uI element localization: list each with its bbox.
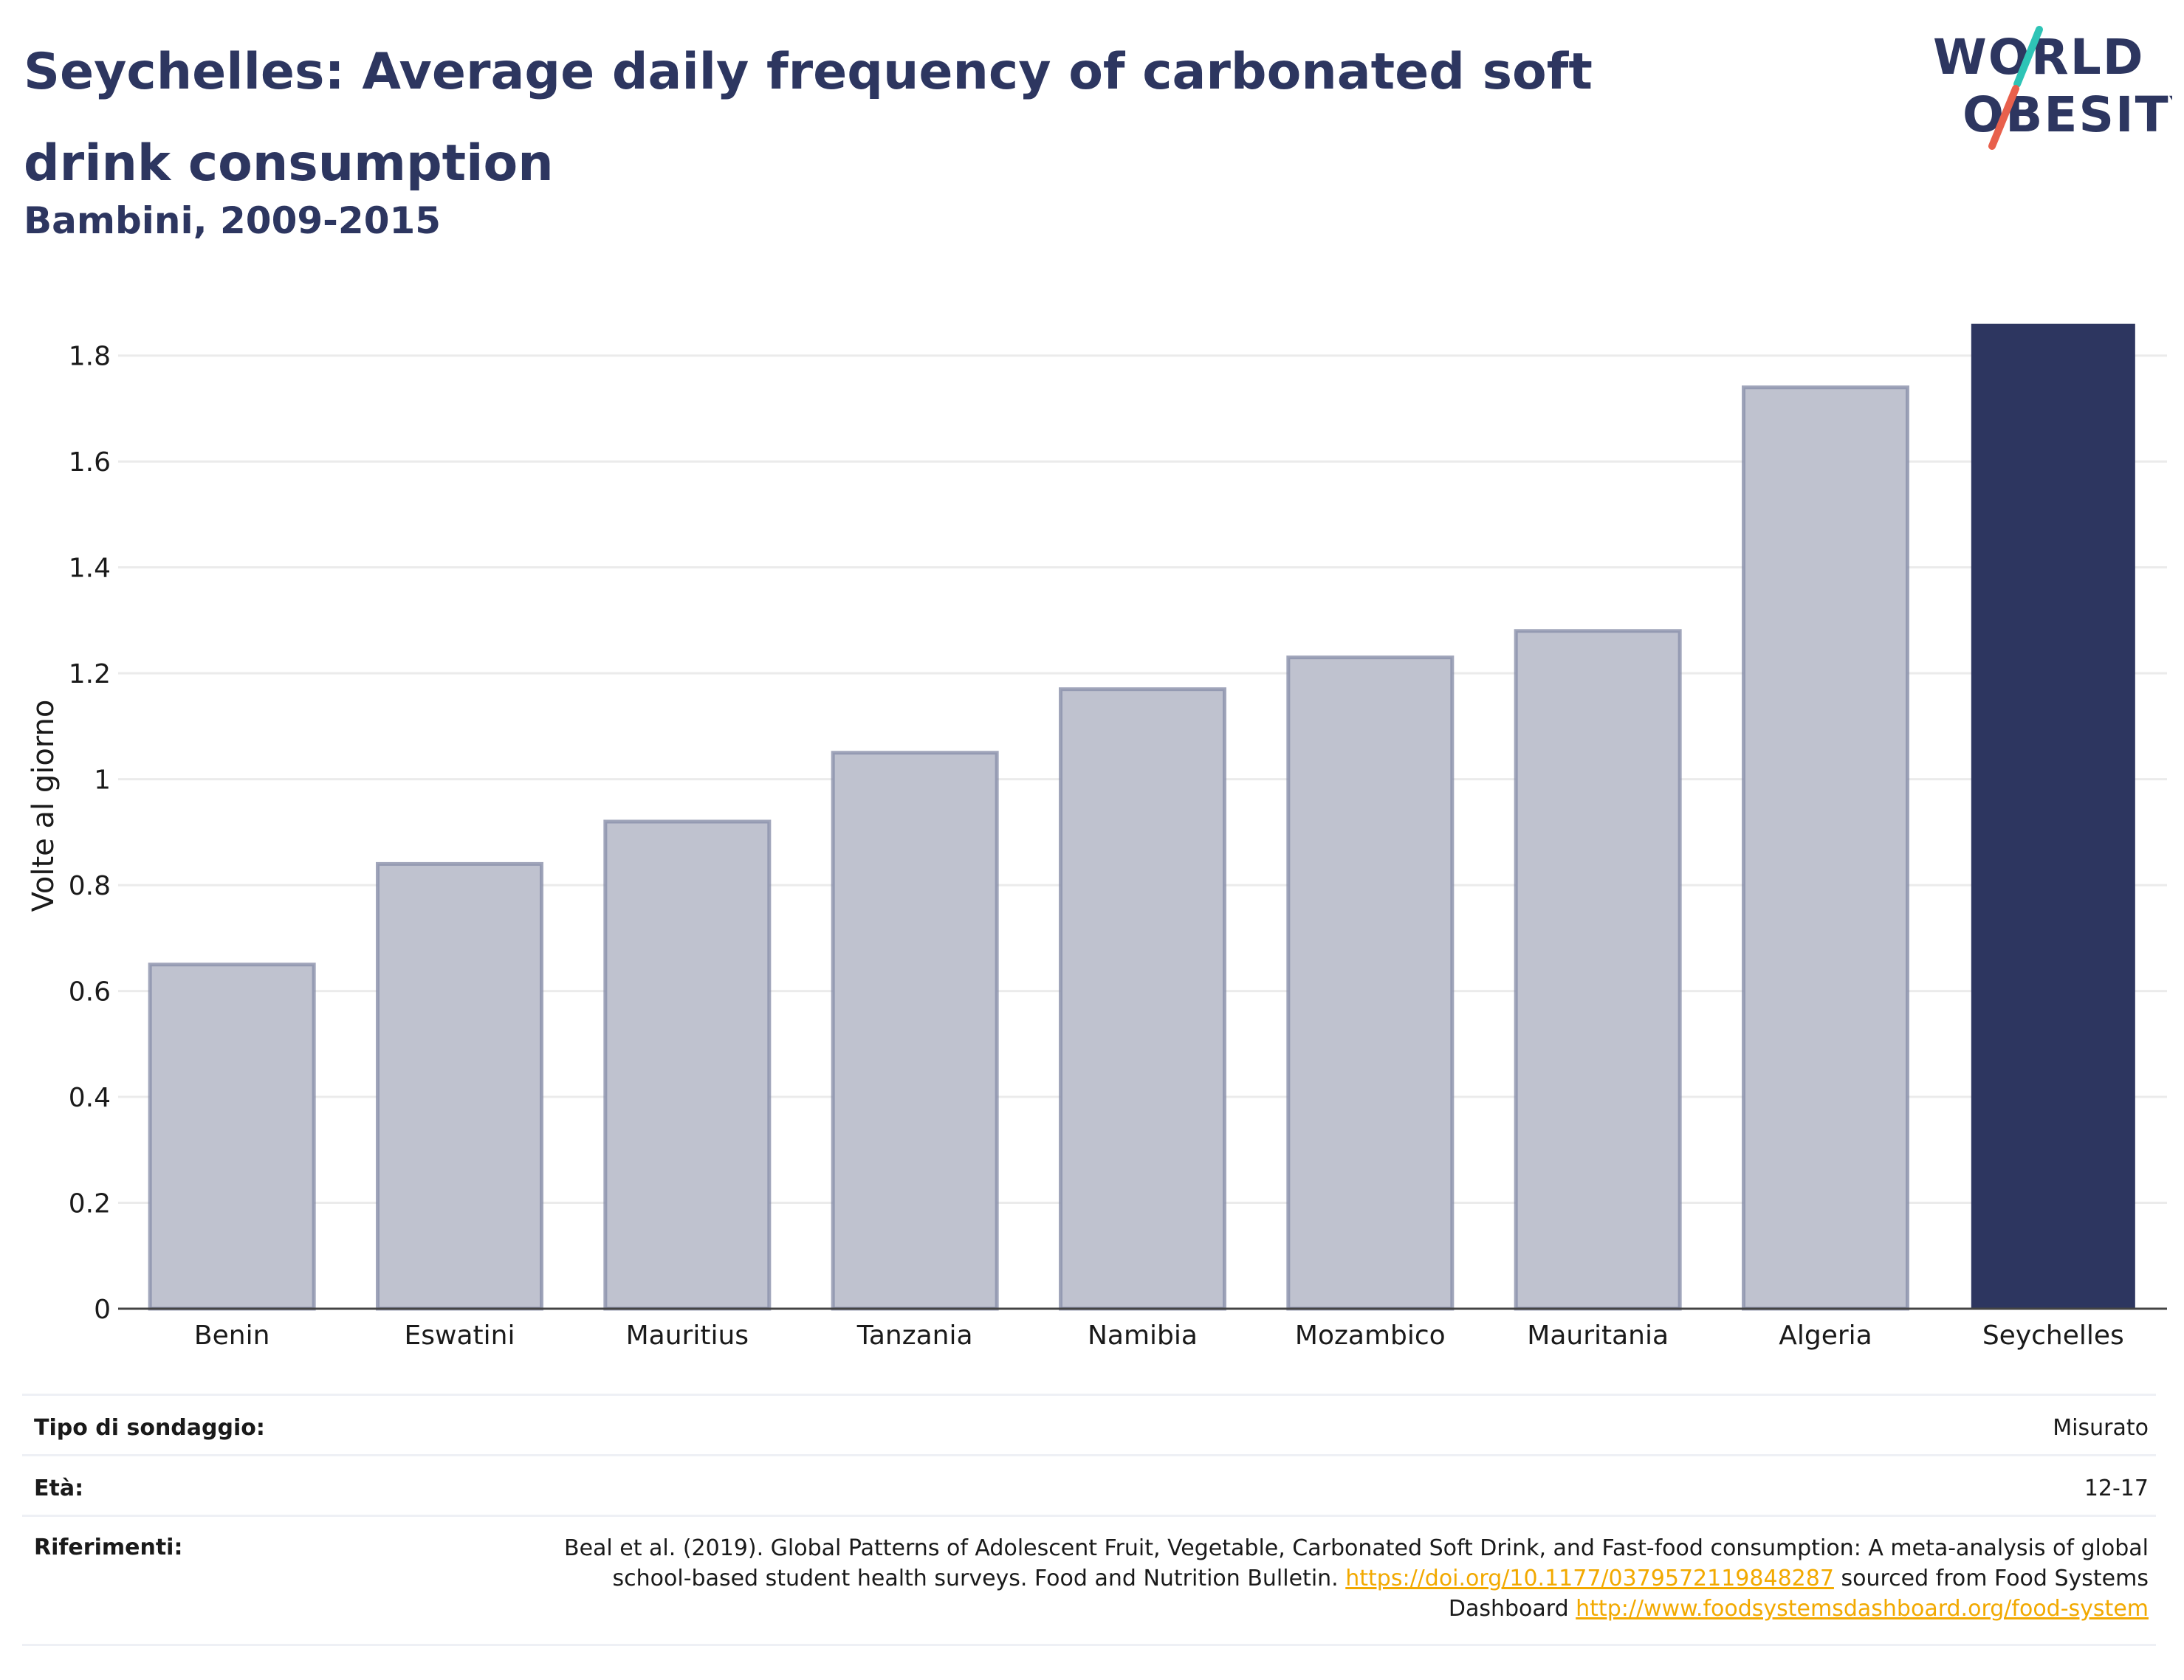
y-tick-label: 0.6 (69, 977, 111, 1008)
bar-mauritania[interactable] (1514, 629, 1682, 1311)
logo-slash-bottom-icon (1988, 85, 2019, 150)
bar-namibia[interactable] (1059, 687, 1226, 1311)
y-tick-label: 0 (94, 1295, 111, 1325)
references-label: Riferimenti: (34, 1535, 183, 1560)
bar-mozambico[interactable] (1286, 655, 1455, 1311)
y-tick-label: 1 (94, 765, 111, 796)
x-tick-label: Mauritius (626, 1321, 749, 1351)
chart-subtitle: Bambini, 2009-2015 (24, 199, 442, 242)
x-tick-label: Eswatini (405, 1321, 515, 1351)
x-tick-label: Tanzania (856, 1321, 973, 1351)
info-table: Tipo di sondaggio: Misurato Età: 12-17 R… (22, 1394, 2156, 1646)
y-tick-label: 1.6 (69, 447, 111, 478)
y-tick-label: 1.4 (69, 554, 111, 584)
chart-title: Seychelles: Average daily frequency of c… (24, 43, 1593, 193)
logo-slash-top-icon (2013, 26, 2043, 88)
survey-type-label: Tipo di sondaggio: (34, 1415, 265, 1441)
bar-algeria[interactable] (1742, 385, 1909, 1311)
doi-link[interactable]: https://doi.org/10.1177/0379572119848287 (1345, 1566, 1834, 1591)
references-row: Riferimenti: Beal et al. (2019). Global … (22, 1515, 2156, 1646)
survey-type-row: Tipo di sondaggio: Misurato (22, 1394, 2156, 1456)
bar-eswatini[interactable] (376, 861, 543, 1311)
y-tick-label: 0.2 (69, 1189, 111, 1219)
references-citation: Beal et al. (2019). Global Patterns of A… (563, 1535, 2149, 1591)
bar-chart: 0 0.2 0.4 0.6 0.8 1 1.2 1.4 1.6 1.8 Benin Eswatini M… (27, 323, 2167, 1351)
x-tick-label: Seychelles (1982, 1321, 2124, 1351)
references-text: Beal et al. (2019). Global Patterns of A… (524, 1533, 2149, 1624)
survey-type-value: Misurato (2053, 1415, 2149, 1441)
bar-mauritius[interactable] (603, 819, 772, 1311)
bar-benin[interactable] (148, 963, 316, 1311)
age-label: Età: (34, 1476, 84, 1501)
bar-seychelles[interactable] (1971, 323, 2135, 1309)
y-tick-label: 0.8 (69, 871, 111, 901)
x-tick-label: Mozambico (1295, 1321, 1446, 1351)
references-sourced-from: sourced from Food Systems Dashboard (1448, 1566, 2149, 1622)
y-tick-label: 0.4 (69, 1083, 111, 1113)
age-row: Età: 12-17 (22, 1454, 2156, 1517)
y-tick-label: 1.2 (69, 659, 111, 689)
x-tick-label: Namibia (1088, 1321, 1198, 1351)
y-tick-label: 1.8 (69, 342, 111, 372)
x-tick-label: Benin (194, 1321, 269, 1351)
bar-tanzania[interactable] (831, 751, 999, 1311)
food-systems-dashboard-link[interactable]: http://www.foodsystemsdashboard.org/food… (1576, 1596, 2149, 1622)
y-axis-title: Volte al giorno (27, 700, 61, 912)
x-tick-label: Mauritania (1527, 1321, 1669, 1351)
x-tick-label: Algeria (1779, 1321, 1872, 1351)
age-value: 12-17 (2084, 1476, 2149, 1501)
world-obesity-logo: WORLD OBESITY (1933, 26, 2172, 150)
